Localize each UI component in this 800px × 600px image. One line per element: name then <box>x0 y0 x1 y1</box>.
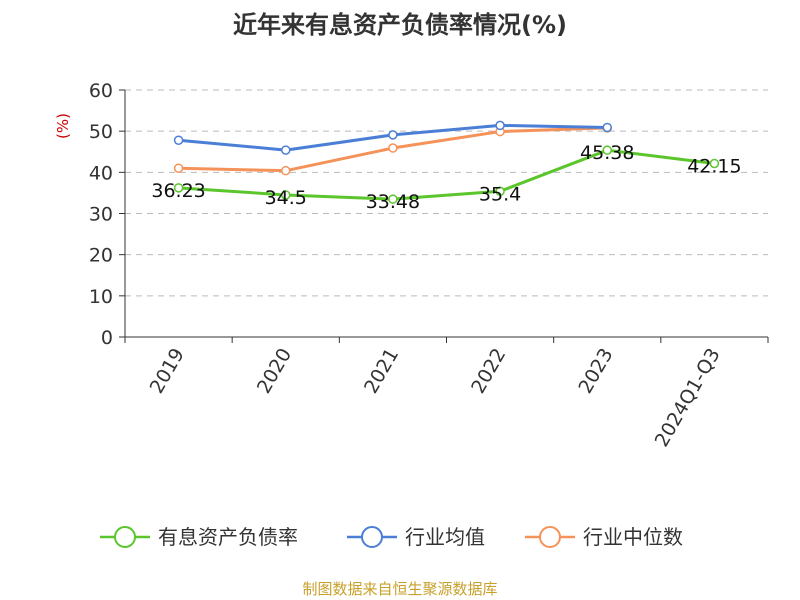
data-point <box>281 190 291 200</box>
data-label: 42.15 <box>687 155 741 177</box>
series-line <box>178 148 715 201</box>
x-tick-label: 2021 <box>360 345 403 398</box>
grid-layer <box>125 89 768 297</box>
y-tick-label: 40 <box>89 162 113 184</box>
x-tick-label: 2022 <box>467 345 510 398</box>
data-point <box>281 165 291 176</box>
data-point <box>173 135 184 145</box>
data-label-layer: 36.23 34.5 33.48 35.4 45.38 42.15 <box>151 142 741 213</box>
y-tick-label: 0 <box>101 327 113 349</box>
legend: 有息资产负债率 行业均值 行业中位数 <box>100 525 683 549</box>
data-label: 34.5 <box>265 187 307 209</box>
y-tick-label: 30 <box>89 204 113 226</box>
data-point <box>388 143 398 153</box>
x-tick-label: 2019 <box>146 345 189 398</box>
legend-marker-icon <box>114 526 136 548</box>
y-tick-label: 60 <box>89 80 113 102</box>
data-point <box>495 120 505 131</box>
chart-title: 近年来有息资产负债率情况(%) <box>233 11 567 39</box>
data-label: 35.4 <box>479 183 521 205</box>
axis-layer: 0 10 20 30 40 50 60 2019 2020 2021 2022 2023 2024Q1-… <box>89 80 769 451</box>
data-point <box>495 186 505 197</box>
y-axis-label: (%) <box>54 113 72 139</box>
legend-marker-icon <box>361 526 383 548</box>
data-point <box>173 183 184 193</box>
legend-item[interactable]: 有息资产负债率 <box>100 525 298 549</box>
data-point <box>709 158 720 169</box>
data-point <box>388 130 398 140</box>
legend-item[interactable]: 行业中位数 <box>525 525 683 549</box>
data-label: 36.23 <box>151 180 205 202</box>
y-tick-label: 50 <box>89 121 113 143</box>
legend-marker-icon <box>539 526 561 548</box>
legend-label: 行业中位数 <box>583 525 683 549</box>
data-point <box>281 145 291 155</box>
y-tick-label: 20 <box>89 245 113 267</box>
data-label: 45.38 <box>580 142 634 164</box>
source-note: 制图数据来自恒生聚源数据库 <box>302 580 497 598</box>
data-point <box>602 145 612 155</box>
x-tick-label: 2020 <box>253 345 296 398</box>
data-point <box>388 194 398 204</box>
data-label: 33.48 <box>366 191 420 213</box>
y-tick-label: 10 <box>89 286 113 308</box>
legend-label: 行业均值 <box>405 525 485 549</box>
data-point <box>173 163 184 173</box>
data-point <box>602 122 612 133</box>
series-layer <box>173 120 720 204</box>
legend-item[interactable]: 行业均值 <box>347 525 485 549</box>
x-tick-label: 2024Q1-Q3 <box>651 345 725 451</box>
legend-label: 有息资产负债率 <box>158 525 298 549</box>
x-tick-label: 2023 <box>574 345 617 398</box>
